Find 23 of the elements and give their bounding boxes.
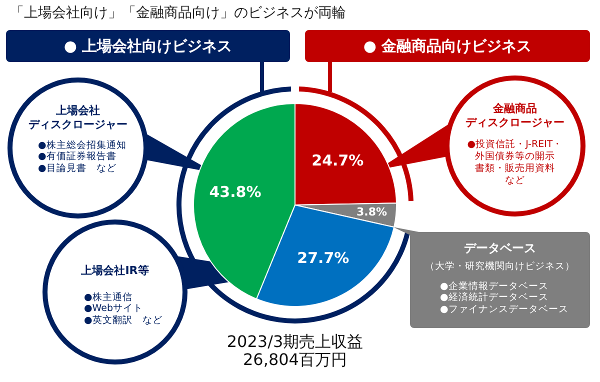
- text: 上場会社IR等: [80, 264, 150, 278]
- text: データベース: [463, 241, 537, 256]
- text: ●株主通信 ●Webサイト ●英文翻訳 など: [84, 292, 164, 326]
- data-label: 43.8%: [209, 183, 262, 202]
- text: 金融商品: [492, 102, 538, 116]
- text: 26,804百万円: [242, 350, 348, 369]
- text: ●投資信託・J-REIT・: [466, 139, 564, 150]
- text: ディスクロージャー: [464, 116, 566, 130]
- data-label: 27.7%: [297, 248, 350, 267]
- text: （大学・研究機関向けビジネス）: [424, 261, 576, 272]
- data-label: 3.8%: [356, 206, 388, 219]
- text: 上場会社: [55, 104, 101, 118]
- text: ●株主総会招集通知 ●有価証券報告書 ●目論見書 など: [38, 140, 128, 174]
- text: 外国債券等の開示: [474, 151, 556, 162]
- text: ディスクロージャー: [28, 118, 128, 132]
- text: ●企業情報データベース ●経済統計データベース ●ファイナンスデータベース: [440, 281, 570, 316]
- text: 2023/3期売上収益: [226, 332, 364, 351]
- text: 書類・販売用資料: [474, 163, 556, 174]
- data-label: 24.7%: [312, 151, 364, 170]
- text: など: [504, 175, 526, 186]
- chart-title: 「上場会社向け」「金融商品向け」のビジネスが両輪: [10, 4, 346, 22]
- text: ● 上場会社向けビジネス: [62, 37, 234, 55]
- text: ● 金融商品向けビジネス: [362, 37, 533, 55]
